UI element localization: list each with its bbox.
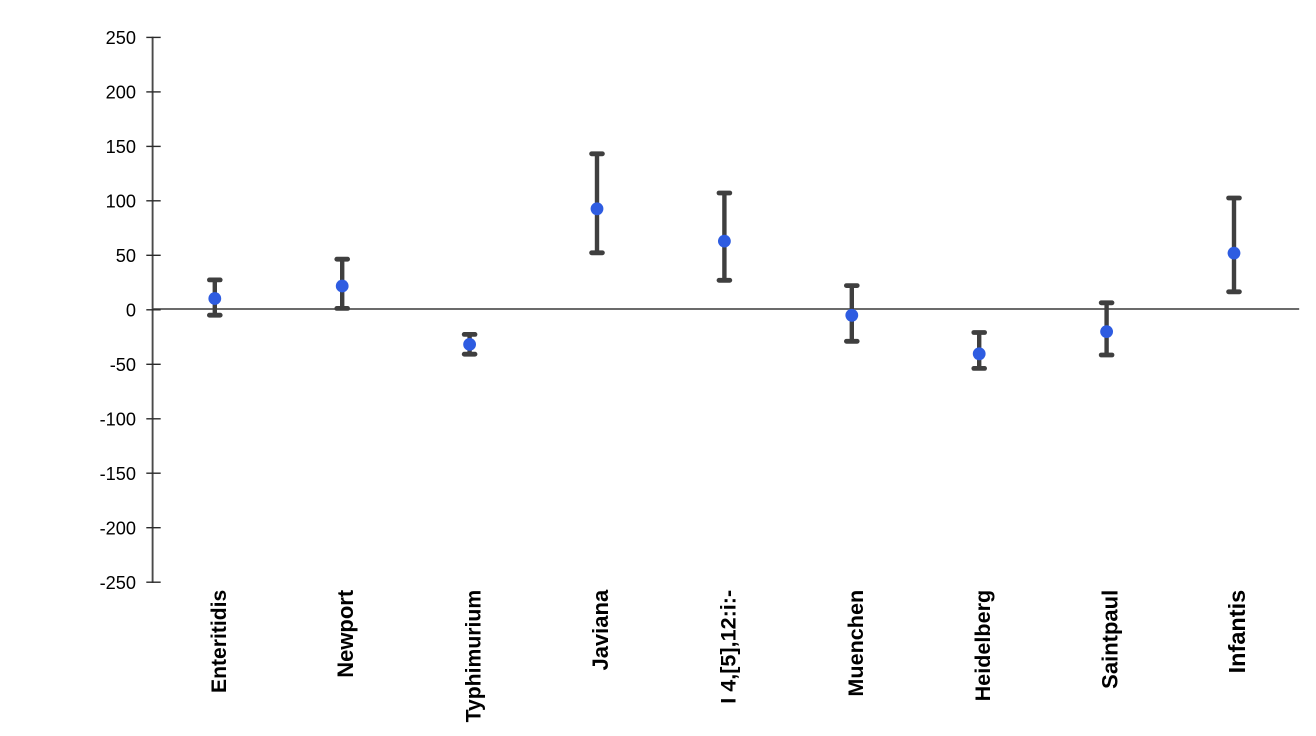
- svg-text:Enteritidis: Enteritidis: [208, 590, 231, 693]
- svg-text:50: 50: [116, 246, 136, 266]
- svg-text:Newport: Newport: [333, 589, 358, 678]
- svg-text:100: 100: [106, 192, 136, 212]
- svg-text:-200: -200: [100, 518, 136, 538]
- svg-text:-100: -100: [100, 410, 136, 430]
- svg-text:Infantis: Infantis: [1224, 590, 1250, 674]
- svg-text:0: 0: [126, 301, 136, 321]
- svg-text:Javiana: Javiana: [588, 589, 613, 670]
- svg-text:-50: -50: [110, 355, 136, 375]
- svg-text:Typhimurium: Typhimurium: [463, 590, 486, 723]
- svg-text:-250: -250: [100, 573, 136, 593]
- svg-text:-150: -150: [100, 464, 136, 484]
- svg-text:150: 150: [106, 137, 136, 157]
- svg-text:Muenchen: Muenchen: [843, 590, 868, 697]
- svg-text:250: 250: [106, 28, 136, 48]
- svg-text:Saintpaul: Saintpaul: [1098, 590, 1123, 689]
- svg-text:I 4,[5],12:i:-: I 4,[5],12:i:-: [715, 590, 740, 704]
- svg-text:200: 200: [106, 83, 136, 103]
- svg-text:Heidelberg: Heidelberg: [970, 590, 995, 702]
